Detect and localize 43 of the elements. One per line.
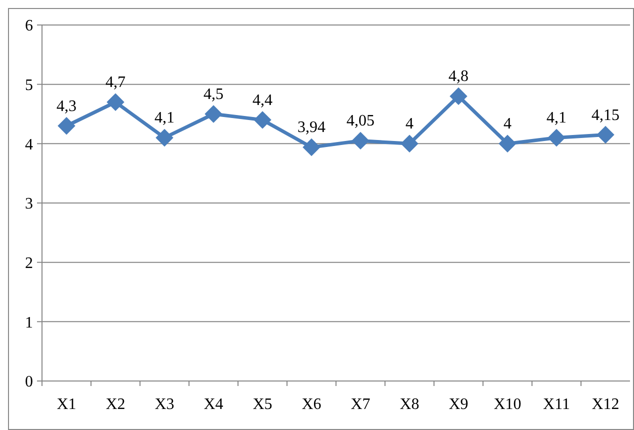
point [156,128,174,147]
data-label: 4,1 [546,110,566,127]
data-label: 4,15 [592,106,620,124]
point [302,138,320,156]
x-tick-label: X4 [204,396,224,413]
data-label: 4 [406,116,414,133]
y-tick-label: 6 [25,18,33,35]
y-tick-label: 3 [25,196,33,213]
data-label: 3,94 [298,119,326,136]
point [204,105,222,123]
point [596,126,614,144]
y-tick-label: 4 [25,136,33,154]
data-label: 4,05 [346,112,374,130]
point [400,134,418,153]
point [352,132,370,150]
y-tick-label: 0 [25,374,33,391]
data-label: 4,7 [106,74,126,92]
data-label: 4,5 [204,86,224,103]
y-tick-label: 5 [25,76,33,94]
x-tick-label: X5 [252,396,272,413]
point [106,93,124,111]
point [58,117,76,135]
x-tick-label: X7 [350,396,370,413]
x-tick-label: X3 [154,396,174,413]
x-tick-label: X2 [106,396,126,413]
point [450,87,468,106]
y-tick-label: 2 [25,254,33,272]
x-tick-label: X6 [302,396,322,413]
data-label: 4,8 [448,68,468,86]
x-tick-label: X9 [448,396,468,413]
data-label: 4 [504,116,512,133]
point [498,134,516,153]
x-tick-label: X8 [400,396,420,413]
x-tick-label: X10 [494,396,522,413]
data-label: 4,1 [154,110,174,127]
point [254,111,272,129]
y-tick-label: 1 [25,314,33,332]
x-tick-label: X12 [592,396,620,413]
x-tick-label: X1 [56,396,76,413]
point [548,128,566,147]
data-label: 4,3 [56,98,76,115]
x-tick-label: X11 [543,396,570,413]
data-label: 4,4 [252,92,272,109]
